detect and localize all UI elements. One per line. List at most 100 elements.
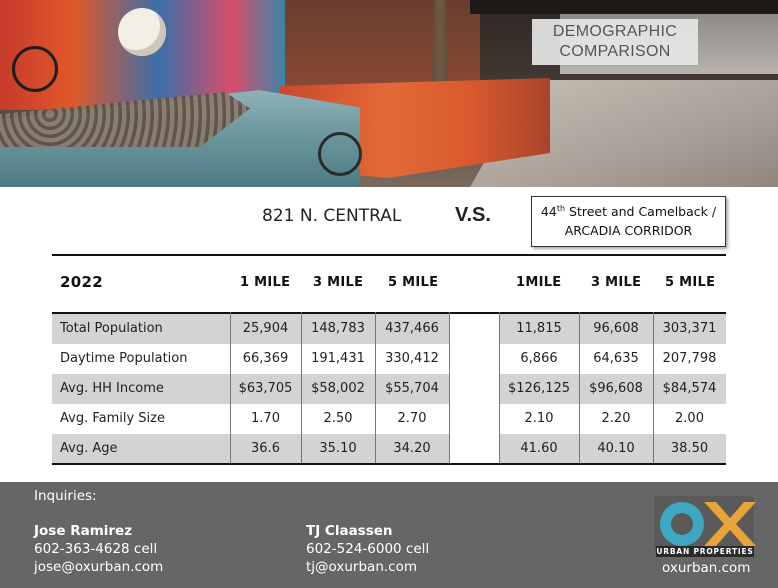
row-shade: [301, 434, 375, 464]
right-value-cell: 2.20: [601, 411, 631, 426]
right-col-header-1: 1MILE: [516, 275, 562, 290]
row-label: Avg. Family Size: [60, 411, 165, 426]
website-link[interactable]: oxurban.com: [662, 560, 751, 576]
mural-skull: [118, 8, 166, 56]
row-shade: [375, 374, 449, 404]
left-value-cell: 35.10: [319, 441, 357, 456]
left-value-cell: 2.70: [397, 411, 427, 426]
row-shade: [499, 374, 579, 404]
row-shade: [230, 374, 301, 404]
right-value-cell: 207,798: [662, 351, 717, 366]
contact2-phone[interactable]: 602-524-6000 cell: [306, 541, 430, 557]
inquiries-label: Inquiries:: [34, 488, 97, 504]
left-value-cell: 330,412: [385, 351, 439, 366]
right-value-cell: 2.10: [524, 411, 554, 426]
right-col-header-2: 3 MILE: [591, 275, 642, 290]
contact1-phone[interactable]: 602-363-4628 cell: [34, 541, 158, 557]
row-shade: [499, 434, 579, 464]
tree-trunk: [432, 0, 448, 85]
canopy: [470, 0, 778, 14]
row-shade: [375, 314, 449, 344]
left-value-cell: 2.50: [323, 411, 353, 426]
right-location-line-2: ARCADIA CORRIDOR: [564, 223, 693, 238]
row-shade: [301, 314, 375, 344]
row-shade: [301, 374, 375, 404]
planter-bike-wheel: [318, 132, 362, 176]
left-value-cell: $58,002: [311, 381, 365, 396]
right-value-cell: 41.60: [520, 441, 558, 456]
title-line-1: DEMOGRAPHIC: [552, 23, 678, 40]
row-shade: [653, 434, 726, 464]
street-number: 44: [540, 204, 557, 219]
row-shade: [230, 314, 301, 344]
row-shade: [499, 314, 579, 344]
table-row: Avg. HH Income $63,705 $58,002 $55,704 $126,…: [52, 374, 726, 404]
row-shade: [52, 434, 230, 464]
right-value-cell: 96,608: [593, 321, 639, 336]
right-location-line-1: 44th Street and Camelback /: [532, 202, 725, 221]
table-bottom-rule: [52, 463, 726, 465]
page-title: DEMOGRAPHIC COMPARISON: [532, 19, 698, 65]
contact1-email[interactable]: jose@oxurban.com: [34, 559, 164, 575]
column-separator: [499, 312, 500, 463]
table-header-rule: [52, 312, 726, 314]
row-shade: [52, 374, 230, 404]
row-shade: [579, 434, 653, 464]
column-separator: [449, 312, 450, 463]
right-value-cell: 64,635: [593, 351, 639, 366]
row-label: Avg. HH Income: [60, 381, 164, 396]
left-col-header-3: 5 MILE: [388, 275, 439, 290]
row-shade: [579, 374, 653, 404]
row-shade: [375, 434, 449, 464]
left-col-header-1: 1 MILE: [240, 275, 291, 290]
row-label: Avg. Age: [60, 441, 118, 456]
right-value-cell: $84,574: [662, 381, 717, 396]
vs-label: V.S.: [455, 204, 491, 226]
column-separator: [230, 312, 231, 463]
row-label: Daytime Population: [60, 351, 188, 366]
right-value-cell: 11,815: [516, 321, 562, 336]
contact1-name: Jose Ramirez: [34, 523, 133, 539]
table-row: Daytime Population 66,369 191,431 330,412 6,…: [52, 344, 726, 374]
footer: Inquiries: Jose Ramirez 602-363-4628 cel…: [0, 482, 778, 588]
left-location-label: 821 N. CENTRAL: [262, 206, 402, 226]
right-value-cell: 303,371: [662, 321, 717, 336]
left-value-cell: 36.6: [251, 441, 280, 456]
column-separator: [375, 312, 376, 463]
table-year: 2022: [60, 273, 103, 291]
left-col-header-2: 3 MILE: [313, 275, 364, 290]
column-separator: [301, 312, 302, 463]
mural-bike-wheel: [12, 46, 58, 92]
left-value-cell: 25,904: [242, 321, 289, 336]
contact2-email[interactable]: tj@oxurban.com: [306, 559, 418, 575]
right-location-box: 44th Street and Camelback / ARCADIA CORR…: [531, 196, 726, 247]
table-row: Avg. Family Size 1.70 2.50 2.70 2.10 2.20 2.00: [52, 404, 726, 434]
row-shade: [230, 434, 301, 464]
contact2-name: TJ Claassen: [306, 523, 393, 539]
title-line-2: COMPARISON: [559, 43, 671, 60]
right-col-header-3: 5 MILE: [665, 275, 716, 290]
row-shade: [52, 314, 230, 344]
logo-text: URBAN PROPERTIES: [656, 546, 754, 557]
right-value-cell: $126,125: [507, 381, 571, 396]
left-value-cell: $63,705: [238, 381, 293, 396]
right-value-cell: 6,866: [520, 351, 558, 366]
left-value-cell: 437,466: [385, 321, 439, 336]
left-value-cell: 34.20: [393, 441, 431, 456]
street-suffix: th: [556, 203, 566, 213]
table-top-rule: [52, 254, 726, 256]
left-value-cell: 191,431: [311, 351, 365, 366]
table-row: Total Population 25,904 148,783 437,466 11,8…: [52, 314, 726, 344]
right-value-cell: 2.00: [675, 411, 704, 426]
left-value-cell: 148,783: [311, 321, 365, 336]
right-value-cell: 38.50: [670, 441, 709, 456]
column-separator: [579, 312, 580, 463]
row-label: Total Population: [60, 321, 163, 336]
row-shade: [579, 314, 653, 344]
left-value-cell: 1.70: [251, 411, 280, 426]
street-name: Street and Camelback /: [565, 204, 717, 219]
column-separator: [653, 312, 654, 463]
right-value-cell: 40.10: [597, 441, 635, 456]
row-shade: [653, 374, 726, 404]
left-value-cell: $55,704: [385, 381, 439, 396]
